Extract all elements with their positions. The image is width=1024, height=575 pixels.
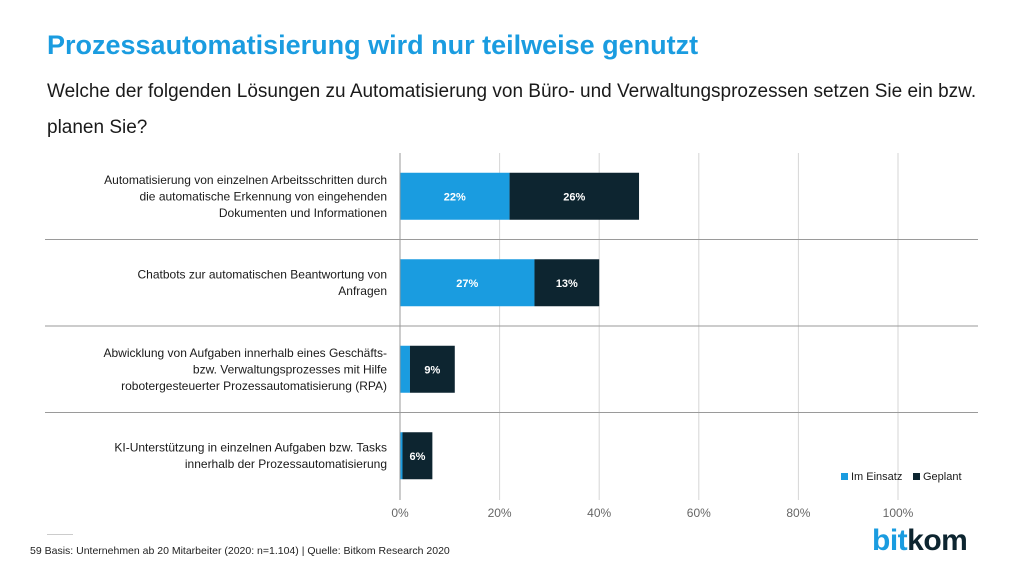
x-tick-label: 20% bbox=[488, 506, 512, 520]
footer-divider bbox=[47, 534, 73, 535]
data-label: 22% bbox=[444, 191, 466, 203]
bar-im-einsatz bbox=[400, 345, 410, 393]
x-tick-label: 80% bbox=[786, 506, 810, 520]
x-tick-label: 0% bbox=[391, 506, 409, 520]
x-tick-label: 60% bbox=[687, 506, 711, 520]
category-label: Chatbots zur automatischen Beantwortung … bbox=[138, 268, 387, 299]
bar-im-einsatz bbox=[400, 259, 535, 307]
footer: 59 Basis: Unternehmen ab 20 Mitarbeiter … bbox=[30, 545, 450, 557]
data-label: 27% bbox=[456, 278, 478, 290]
page-number: 59 bbox=[30, 545, 42, 557]
category-label: KI-Unterstützung in einzelnen Aufgaben b… bbox=[114, 441, 387, 472]
category-label: Automatisierung von einzelnen Arbeitssch… bbox=[104, 173, 387, 220]
data-label: 26% bbox=[563, 191, 585, 203]
x-tick-label: 40% bbox=[587, 506, 611, 520]
legend-swatch bbox=[841, 473, 848, 480]
page-subtitle: Welche der folgenden Lösungen zu Automat… bbox=[47, 81, 977, 138]
legend-label: Im Einsatz bbox=[851, 471, 902, 483]
source-note: Basis: Unternehmen ab 20 Mitarbeiter (20… bbox=[44, 545, 450, 557]
bitkom-logo: bitkom bbox=[872, 524, 968, 557]
page-title: Prozessautomatisierung wird nur teilweis… bbox=[47, 30, 699, 60]
bar-geplant bbox=[402, 432, 433, 480]
data-label: 13% bbox=[556, 278, 578, 290]
bar-geplant bbox=[534, 259, 600, 307]
legend-swatch bbox=[913, 473, 920, 480]
legend-label: Geplant bbox=[923, 471, 962, 483]
bar-im-einsatz bbox=[400, 172, 510, 220]
bar-geplant bbox=[509, 172, 640, 220]
data-label: 9% bbox=[424, 364, 440, 376]
x-tick-label: 100% bbox=[883, 506, 914, 520]
bar-geplant bbox=[409, 345, 455, 393]
bar-im-einsatz bbox=[400, 432, 403, 480]
category-label: Abwicklung von Aufgaben innerhalb eines … bbox=[103, 346, 387, 393]
data-label: 6% bbox=[409, 451, 425, 463]
